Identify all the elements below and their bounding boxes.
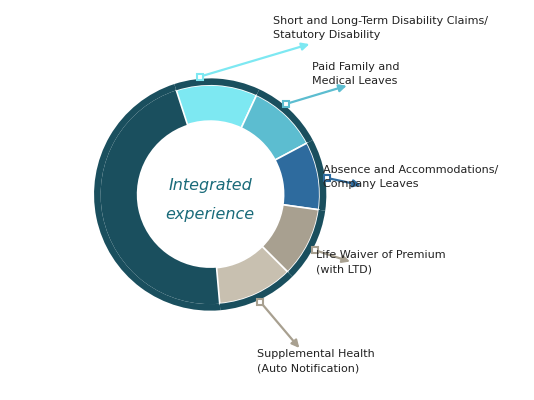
Bar	[257, 299, 263, 305]
Wedge shape	[100, 90, 220, 304]
Text: experience: experience	[166, 207, 255, 222]
Bar	[283, 101, 289, 107]
Wedge shape	[307, 140, 326, 211]
Wedge shape	[241, 95, 307, 160]
Bar	[312, 247, 318, 253]
Text: Life Waiver of Premium
(with LTD): Life Waiver of Premium (with LTD)	[317, 250, 446, 274]
Wedge shape	[220, 272, 292, 310]
Text: Short and Long-Term Disability Claims/
Statutory Disability: Short and Long-Term Disability Claims/ S…	[273, 16, 488, 40]
Wedge shape	[176, 85, 256, 128]
Text: Paid Family and
Medical Leaves: Paid Family and Medical Leaves	[312, 62, 399, 86]
Text: Integrated: Integrated	[168, 178, 252, 193]
Wedge shape	[256, 89, 313, 143]
Text: Absence and Accommodations/
Company Leaves: Absence and Accommodations/ Company Leav…	[323, 165, 498, 189]
Wedge shape	[94, 84, 221, 311]
Wedge shape	[262, 205, 319, 272]
Text: Supplemental Health
(Auto Notification): Supplemental Health (Auto Notification)	[257, 349, 375, 373]
Bar	[197, 74, 203, 80]
Wedge shape	[275, 143, 320, 210]
Bar	[324, 175, 331, 181]
Wedge shape	[217, 246, 288, 304]
Wedge shape	[288, 210, 325, 277]
Wedge shape	[174, 78, 260, 95]
